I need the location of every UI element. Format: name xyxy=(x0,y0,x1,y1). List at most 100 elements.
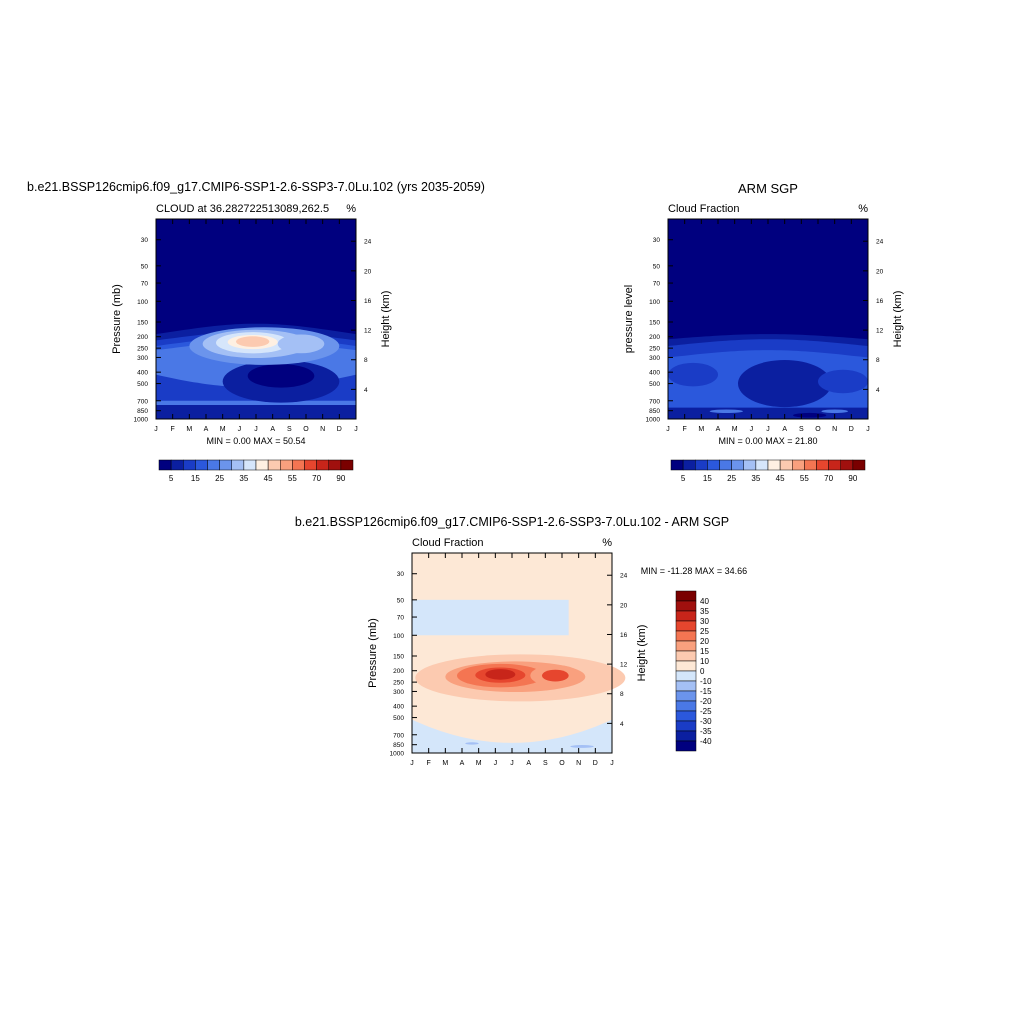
colorbar-label: 70 xyxy=(824,474,833,483)
colorbar-swatch xyxy=(267,459,281,471)
panel-obs-subtitle: Cloud Fraction xyxy=(668,203,740,215)
x-tick-label: J xyxy=(750,426,754,433)
x-tick-label: M xyxy=(442,760,448,767)
y-tick-label: 150 xyxy=(137,320,148,327)
y-tick-label: 30 xyxy=(397,571,405,578)
x-tick-label: S xyxy=(799,426,804,433)
y-right-tick-label: 24 xyxy=(876,239,884,246)
panel-obs-stats: MIN = 0.00 MAX = 21.80 xyxy=(718,436,817,446)
field-patch-1 xyxy=(668,362,718,387)
colorbar-swatch xyxy=(675,650,697,662)
colorbar-swatch xyxy=(328,459,342,471)
panel-diff-ylabel: Pressure (mb) xyxy=(367,618,379,688)
colorbar-swatch xyxy=(304,459,317,471)
panel-model-ylabel-right: Height (km) xyxy=(380,291,392,348)
x-tick-label: A xyxy=(782,426,787,433)
y-tick-label: 300 xyxy=(393,689,404,696)
colorbar-label: 25 xyxy=(727,474,736,483)
colorbar-label: -30 xyxy=(700,717,712,726)
panel-model-axes: J F M A M J J A S O N D J 30 50 70 100 150 200 250 300 400 500… xyxy=(134,219,372,433)
colorbar-label: -35 xyxy=(700,727,712,736)
colorbar-label: 20 xyxy=(700,637,709,646)
y-tick-label: 250 xyxy=(137,346,148,353)
x-tick-label: O xyxy=(815,426,821,433)
field-dry-core xyxy=(738,360,832,408)
y-tick-label: 250 xyxy=(649,346,660,353)
x-tick-label: J xyxy=(766,426,770,433)
x-tick-label: J xyxy=(494,760,498,767)
y-tick-label: 850 xyxy=(649,408,660,415)
field-sfc-patch-2 xyxy=(821,409,849,414)
y-tick-label: 850 xyxy=(393,742,404,749)
y-tick-label: 150 xyxy=(393,654,404,661)
x-tick-label: M xyxy=(220,426,226,433)
y-right-tick-label: 8 xyxy=(364,357,368,364)
colorbar-swatch xyxy=(207,459,220,471)
y-right-tick-label: 8 xyxy=(876,357,880,364)
colorbar-label: -20 xyxy=(700,697,712,706)
panel-obs-title: ARM SGP xyxy=(738,181,798,196)
colorbar-swatch xyxy=(675,600,697,612)
y-tick-label: 50 xyxy=(141,263,149,270)
panel-model-subtitle: CLOUD at 36.282722513089,262.5 xyxy=(156,203,329,215)
colorbar-label: -15 xyxy=(700,687,712,696)
y-tick-label: 500 xyxy=(393,715,404,722)
y-right-tick-label: 20 xyxy=(620,602,628,609)
field-sfc-dark xyxy=(793,412,827,418)
colorbar-swatch xyxy=(804,459,817,471)
panel-model: b.e21.BSSP126cmip6.f09_g17.CMIP6-SSP1-2.… xyxy=(27,180,485,483)
colorbar-label: 5 xyxy=(681,474,686,483)
colorbar-label: 10 xyxy=(700,657,709,666)
x-tick-label: J xyxy=(610,760,614,767)
x-tick-label: D xyxy=(337,426,342,433)
x-tick-label: S xyxy=(543,760,548,767)
y-tick-label: 30 xyxy=(653,237,661,244)
y-right-tick-label: 20 xyxy=(876,268,884,275)
field-neg-lower xyxy=(412,719,612,753)
colorbar-label: 35 xyxy=(751,474,760,483)
colorbar-swatch xyxy=(675,680,697,692)
colorbar-label: 55 xyxy=(800,474,809,483)
x-tick-label: A xyxy=(716,426,721,433)
colorbar-swatch xyxy=(675,630,697,642)
x-tick-label: J xyxy=(666,426,670,433)
colorbar-swatch xyxy=(280,459,293,471)
field-blob-4 xyxy=(277,334,325,354)
x-tick-label: J xyxy=(238,426,242,433)
colorbar-swatch xyxy=(828,459,841,471)
colorbar-swatch xyxy=(675,640,697,652)
colorbar-label: 15 xyxy=(703,474,712,483)
colorbar-swatch xyxy=(292,459,305,471)
colorbar-label: -40 xyxy=(700,737,712,746)
colorbar-swatch xyxy=(675,660,697,672)
y-tick-label: 850 xyxy=(137,408,148,415)
x-tick-label: D xyxy=(593,760,598,767)
panel-diff-units: % xyxy=(602,537,612,549)
colorbar-swatch xyxy=(719,459,732,471)
colorbar-label: 5 xyxy=(169,474,174,483)
panel-diff-subtitle: Cloud Fraction xyxy=(412,537,484,549)
colorbar-label: 30 xyxy=(700,617,709,626)
field-background xyxy=(412,553,612,753)
y-right-tick-label: 4 xyxy=(876,387,880,394)
colorbar-swatch xyxy=(255,459,269,471)
panel-model-stats: MIN = 0.00 MAX = 50.54 xyxy=(206,436,305,446)
colorbar-label: -25 xyxy=(700,707,712,716)
colorbar-label: 15 xyxy=(700,647,709,656)
colorbar-swatch xyxy=(707,459,720,471)
colorbar-swatch xyxy=(675,610,697,622)
y-right-tick-label: 12 xyxy=(364,328,372,335)
panel-obs-ylabel-right: Height (km) xyxy=(892,291,904,348)
y-tick-label: 70 xyxy=(653,281,661,288)
colorbar-swatch xyxy=(682,459,696,471)
y-tick-label: 1000 xyxy=(646,417,661,424)
y-right-tick-label: 24 xyxy=(620,573,628,580)
y-tick-label: 300 xyxy=(137,355,148,362)
field-patch-2 xyxy=(818,369,868,394)
x-tick-label: A xyxy=(526,760,531,767)
y-tick-label: 400 xyxy=(137,370,148,377)
colorbar-label: 90 xyxy=(848,474,857,483)
colorbar-label: 25 xyxy=(700,627,709,636)
